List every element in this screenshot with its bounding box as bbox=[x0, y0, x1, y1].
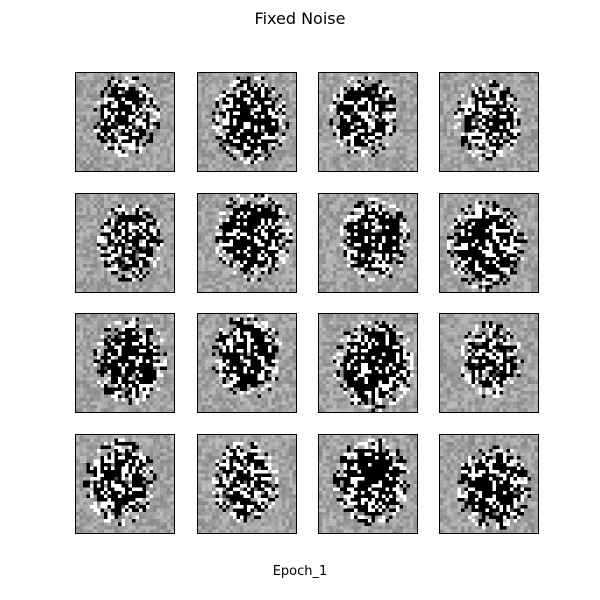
sample-image bbox=[319, 194, 417, 292]
epoch-label: Epoch_1 bbox=[272, 564, 328, 579]
sample-image bbox=[76, 194, 174, 292]
sample-image bbox=[198, 435, 296, 533]
sample-image bbox=[198, 314, 296, 412]
generated-sample-4 bbox=[439, 72, 539, 172]
sample-image bbox=[198, 73, 296, 171]
sample-image bbox=[198, 194, 296, 292]
generated-sample-5 bbox=[75, 193, 175, 293]
generated-sample-16 bbox=[439, 434, 539, 534]
generated-sample-14 bbox=[197, 434, 297, 534]
sample-image bbox=[76, 435, 174, 533]
generated-sample-9 bbox=[75, 313, 175, 413]
sample-image bbox=[319, 435, 417, 533]
sample-image bbox=[440, 194, 538, 292]
generated-sample-2 bbox=[197, 72, 297, 172]
sample-image bbox=[440, 314, 538, 412]
sample-image bbox=[319, 73, 417, 171]
generated-sample-3 bbox=[318, 72, 418, 172]
generated-sample-7 bbox=[318, 193, 418, 293]
sample-image bbox=[76, 314, 174, 412]
generated-sample-11 bbox=[318, 313, 418, 413]
sample-image bbox=[440, 73, 538, 171]
generated-sample-1 bbox=[75, 72, 175, 172]
generated-sample-6 bbox=[197, 193, 297, 293]
generated-sample-12 bbox=[439, 313, 539, 413]
sample-image bbox=[76, 73, 174, 171]
generated-sample-15 bbox=[318, 434, 418, 534]
generated-sample-8 bbox=[439, 193, 539, 293]
sample-image bbox=[319, 314, 417, 412]
sample-image bbox=[440, 435, 538, 533]
figure-title: Fixed Noise bbox=[254, 9, 346, 28]
generated-sample-13 bbox=[75, 434, 175, 534]
generated-sample-10 bbox=[197, 313, 297, 413]
